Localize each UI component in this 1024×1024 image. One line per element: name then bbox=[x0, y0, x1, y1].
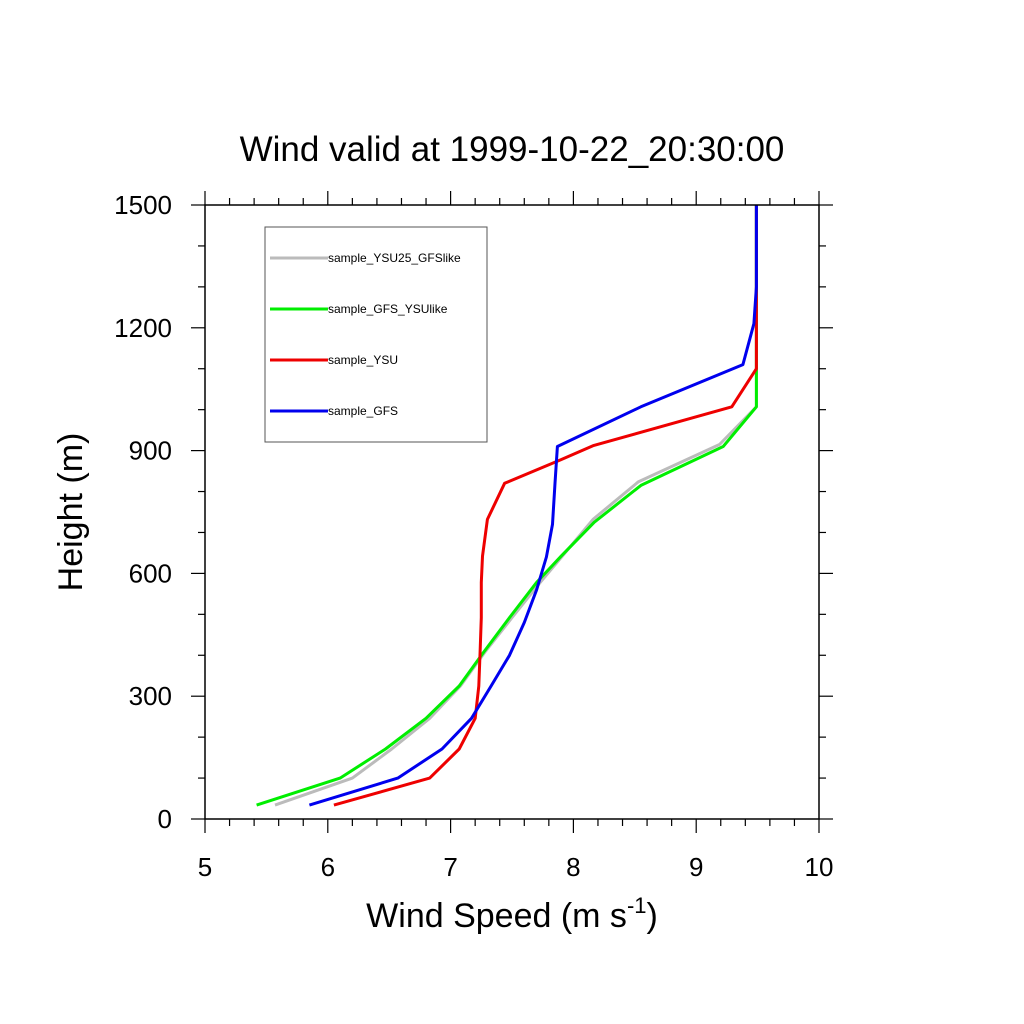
x-tick-label: 6 bbox=[321, 852, 335, 882]
y-tick-label: 1500 bbox=[114, 190, 172, 220]
series-lines bbox=[256, 205, 758, 807]
x-tick-label: 8 bbox=[566, 852, 580, 882]
axis-tick-labels: 5 6 7 8 9 10 0 300 600 900 1200 1500 bbox=[114, 190, 833, 882]
y-axis-label: Height (m) bbox=[52, 433, 90, 592]
legend-box bbox=[264, 226, 488, 443]
chart-title: Wind valid at 1999-10-22_20:30:00 bbox=[240, 130, 785, 169]
x-axis-label-superscript: -1 bbox=[627, 893, 647, 918]
x-tick-label: 9 bbox=[689, 852, 703, 882]
y-tick-label: 600 bbox=[129, 558, 172, 588]
y-tick-label: 900 bbox=[129, 436, 172, 466]
x-tick-label: 10 bbox=[805, 852, 834, 882]
x-axis-label: Wind Speed (m s-1) bbox=[366, 893, 658, 935]
series-line-3 bbox=[333, 205, 758, 807]
y-tick-label: 300 bbox=[129, 681, 172, 711]
axis-ticks bbox=[191, 191, 833, 833]
legend-label: sample_YSU25_GFSlike bbox=[328, 251, 461, 265]
y-tick-label: 0 bbox=[158, 804, 172, 834]
x-tick-label: 5 bbox=[198, 852, 212, 882]
x-axis-label-end: ) bbox=[647, 897, 658, 935]
y-tick-label: 1200 bbox=[114, 313, 172, 343]
x-axis-label-main: Wind Speed (m s bbox=[366, 897, 627, 935]
legend-label: sample_GFS bbox=[328, 404, 398, 418]
legend-items: sample_YSU25_GFSlike sample_GFS_YSUlikesa… bbox=[270, 251, 461, 418]
legend-label: sample_YSU bbox=[328, 353, 398, 367]
plot-frame bbox=[204, 204, 820, 820]
legend-label: sample_GFS_YSUlike bbox=[328, 302, 448, 316]
series-line-2 bbox=[256, 205, 758, 807]
x-tick-label: 7 bbox=[443, 852, 457, 882]
series-line-4 bbox=[308, 205, 758, 807]
legend: sample_YSU25_GFSlike sample_GFS_YSUlikesa… bbox=[264, 226, 488, 443]
